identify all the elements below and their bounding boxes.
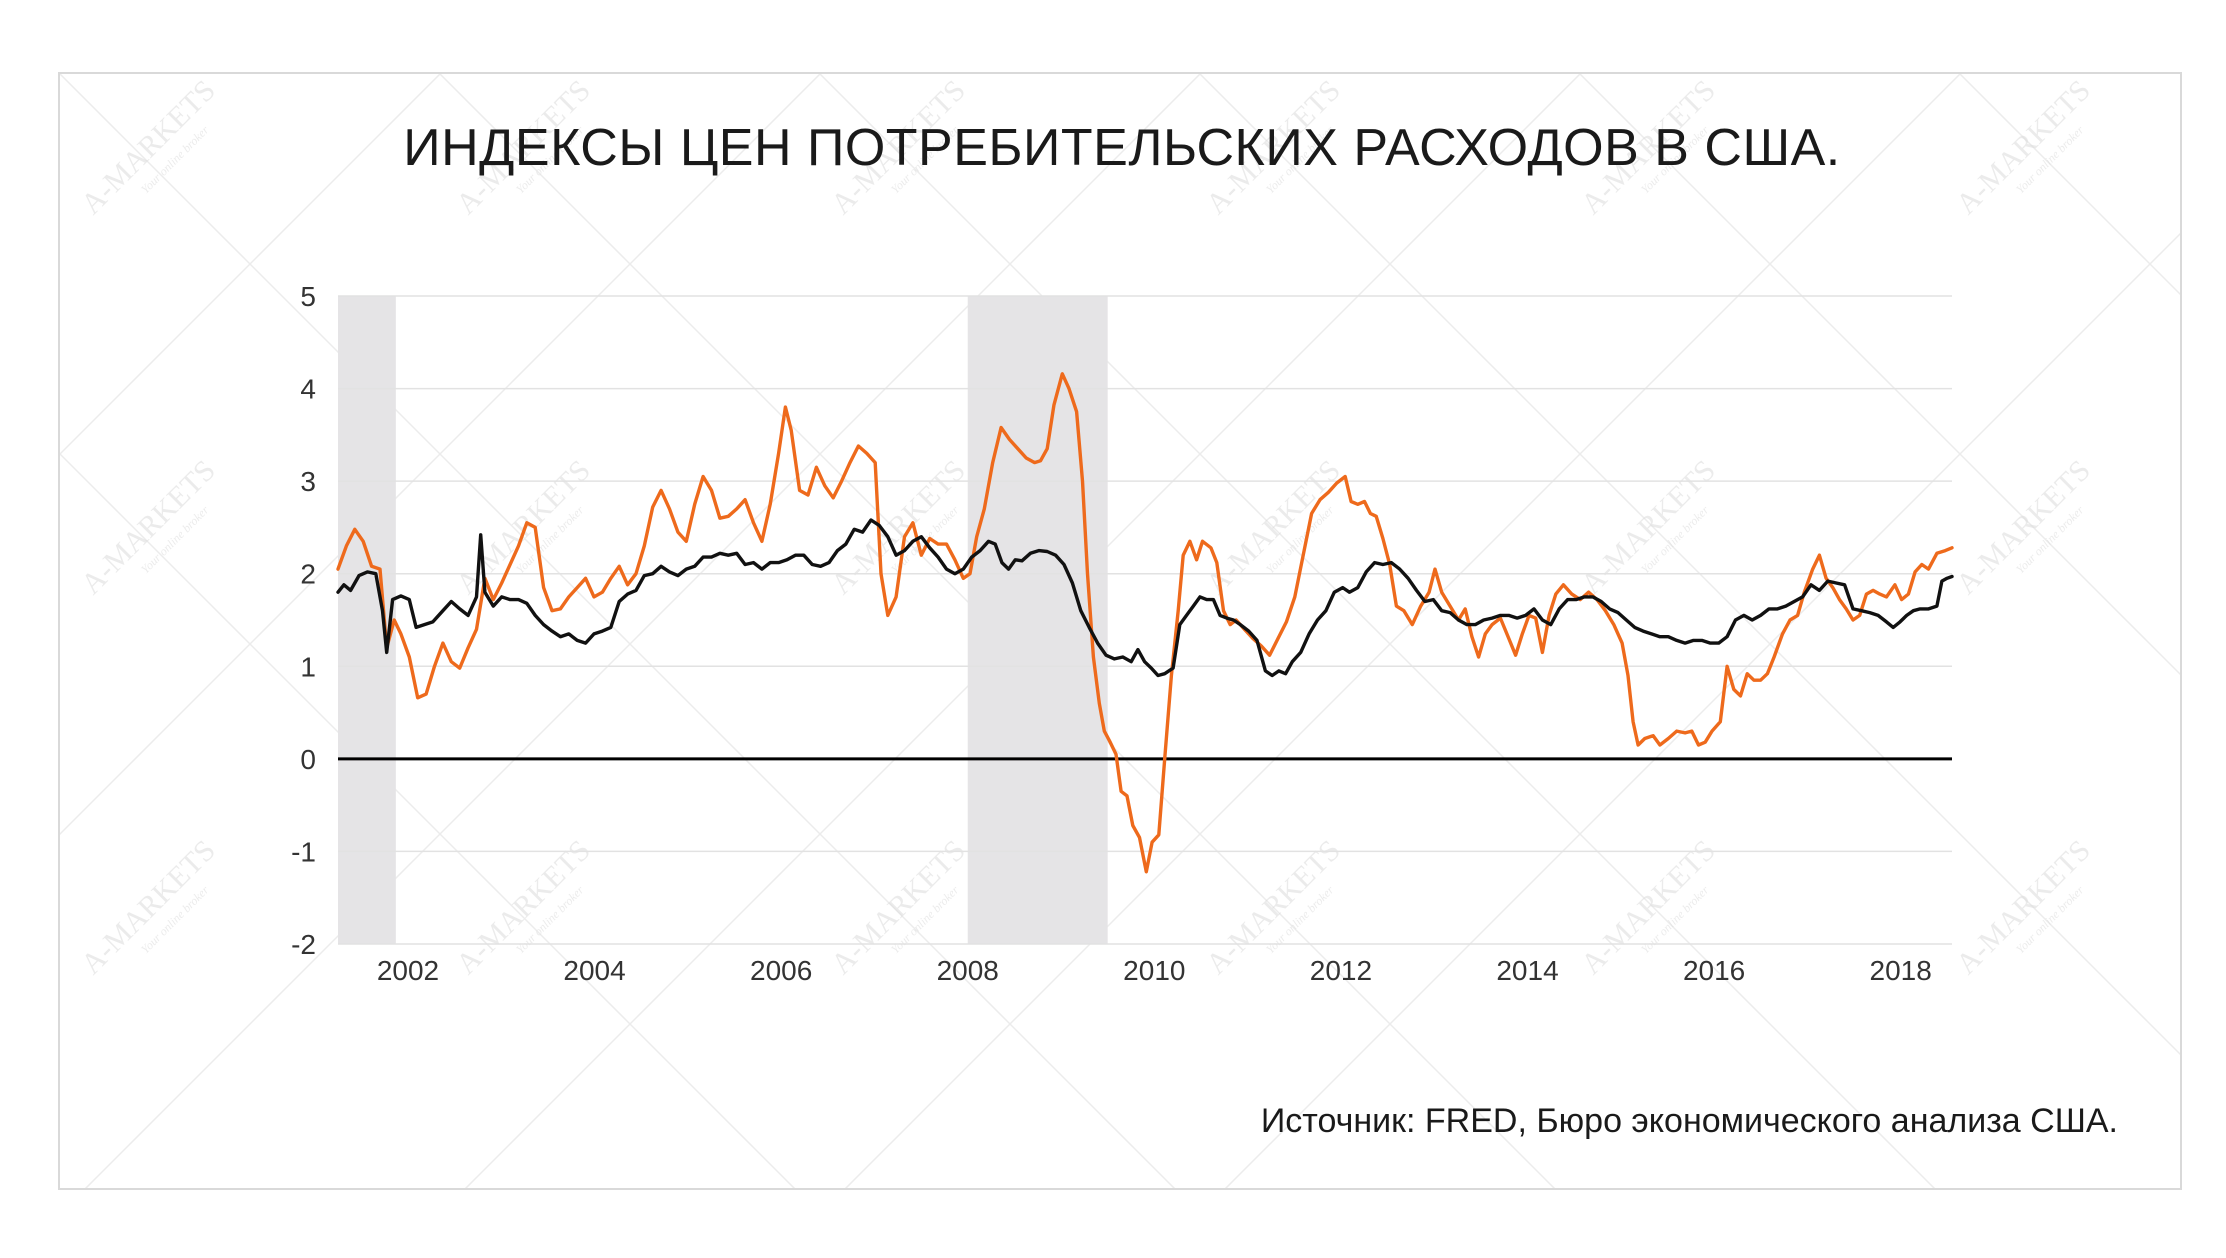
x-tick-label: 2014: [1496, 955, 1558, 986]
x-tick-label: 2010: [1123, 955, 1185, 986]
series-line-black: [336, 518, 1954, 678]
y-tick-label: 4: [300, 374, 316, 405]
chart-title: ИНДЕКСЫ ЦЕН ПОТРЕБИТЕЛЬСКИХ РАСХОДОВ В С…: [403, 119, 1841, 177]
source-note: Источник: FRED, Бюро экономического анал…: [1260, 1102, 2118, 1140]
series-line-orange: [336, 372, 1954, 874]
y-tick-label: 2: [300, 559, 316, 590]
gridlines: [338, 295, 1952, 945]
y-tick-label: 3: [300, 466, 316, 497]
y-axis-ticks: -2 -1 0 1 2 3 4 5: [291, 281, 316, 960]
recession-shading: [338, 296, 1108, 944]
recession-band: [338, 296, 396, 944]
y-tick-label: 5: [300, 281, 316, 312]
y-tick-label: -2: [291, 929, 316, 960]
x-axis-ticks: 2002 2004 2006 2008 2010 2012 2014 2016 2018: [377, 955, 1932, 986]
y-tick-label: 1: [300, 651, 316, 682]
x-tick-label: 2002: [377, 955, 439, 986]
x-tick-label: 2004: [563, 955, 625, 986]
x-tick-label: 2006: [750, 955, 812, 986]
series-lines: [336, 372, 1954, 874]
chart-frame: A-MARKETS Your online broker A-MARKETS Your…: [58, 72, 2182, 1190]
x-tick-label: 2008: [937, 955, 999, 986]
x-tick-label: 2012: [1310, 955, 1372, 986]
y-tick-label: -1: [291, 836, 316, 867]
x-tick-label: 2016: [1683, 955, 1745, 986]
x-tick-label: 2018: [1870, 955, 1932, 986]
y-tick-label: 0: [300, 744, 316, 775]
